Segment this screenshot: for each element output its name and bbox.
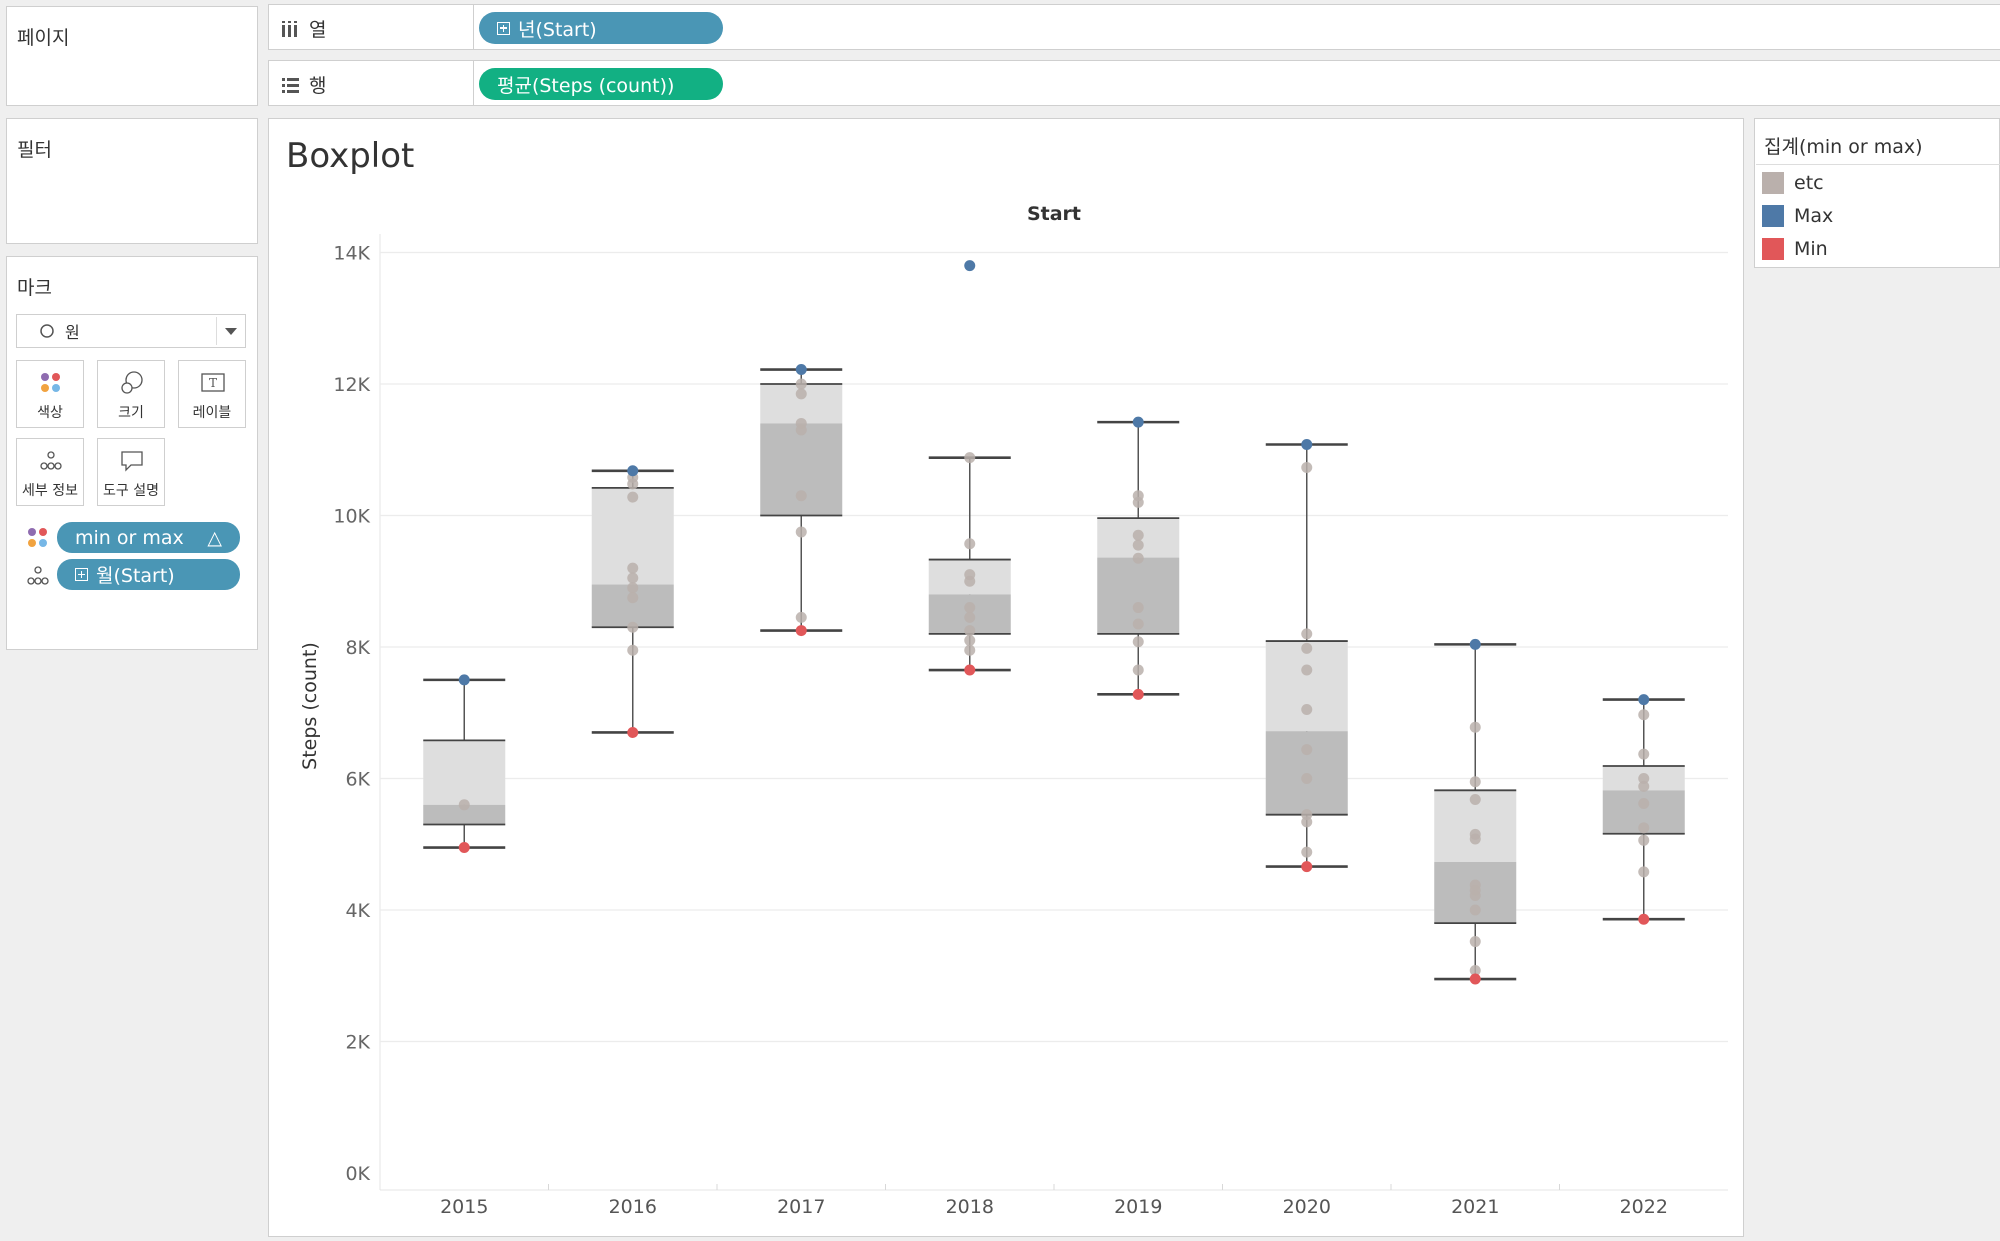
columns-shelf-label: 열 [309,19,327,41]
delta-icon: △ [207,526,222,549]
detail-icon [27,566,49,585]
legend-item-max[interactable]: Max [1762,205,1833,227]
size-icon [121,371,143,394]
color-icon [41,373,60,392]
mark-size-label: 크기 [118,405,144,421]
filters-panel-title: 필터 [17,139,52,161]
rows-shelf[interactable]: 행 평균(Steps (count)) [268,60,2000,106]
label-icon: T [201,373,225,392]
mark-label-label: 레이블 [192,405,232,421]
rows-icon [282,77,299,93]
view-panel [268,118,1744,1237]
columns-shelf[interactable]: 열 년(Start) [268,4,2000,50]
legend-label-etc: etc [1794,172,1824,194]
mark-tooltip-label: 도구 설명 [103,483,159,499]
legend-panel [1754,118,2000,268]
legend-title: 집계(min or max) [1764,136,1923,158]
chevron-down-icon [225,328,237,335]
expand-icon [497,21,510,35]
columns-icon [282,20,297,37]
mark-color-button[interactable]: 색상 [16,360,84,428]
tooltip-icon [121,451,143,472]
legend-swatch-min [1762,238,1784,260]
detail-icon [40,451,62,470]
mark-pill-min-or-max-label: min or max [75,526,184,549]
legend-item-min[interactable]: Min [1762,238,1828,260]
mark-tooltip-button[interactable]: 도구 설명 [97,438,165,506]
columns-pill-year-start[interactable]: 년(Start) [479,12,723,44]
expand-icon [75,568,88,581]
mark-size-button[interactable]: 크기 [97,360,165,428]
mark-pill-month-start[interactable]: 월(Start) [57,559,240,590]
mark-pill-min-or-max[interactable]: min or max △ [57,522,240,553]
mark-detail-button[interactable]: 세부 정보 [16,438,84,506]
columns-pill-label: 년(Start) [518,18,597,41]
rows-pill-label: 평균(Steps (count)) [497,74,675,97]
svg-text:T: T [209,376,217,390]
chart-title: Boxplot [286,136,415,176]
pages-panel-title: 페이지 [17,27,70,49]
legend-label-max: Max [1794,205,1834,227]
circle-mark-icon [40,324,54,338]
rows-shelf-label: 행 [309,75,327,97]
filters-panel[interactable]: 필터 [6,118,258,244]
mark-detail-label: 세부 정보 [22,483,78,499]
pages-panel[interactable]: 페이지 [6,6,258,106]
mark-type-dropdown[interactable]: 원 [16,314,246,348]
color-icon [28,528,47,547]
legend-swatch-etc [1762,172,1784,194]
legend-swatch-max [1762,205,1784,227]
legend-item-etc[interactable]: etc [1762,172,1824,194]
marks-panel-title: 마크 [17,277,52,299]
mark-label-button[interactable]: T 레이블 [178,360,246,428]
legend-label-min: Min [1794,238,1828,260]
mark-pill-month-start-label: 월(Start) [96,565,175,587]
rows-pill-avg-steps[interactable]: 평균(Steps (count)) [479,68,723,100]
mark-type-label: 원 [65,323,80,342]
mark-color-label: 색상 [37,405,63,421]
